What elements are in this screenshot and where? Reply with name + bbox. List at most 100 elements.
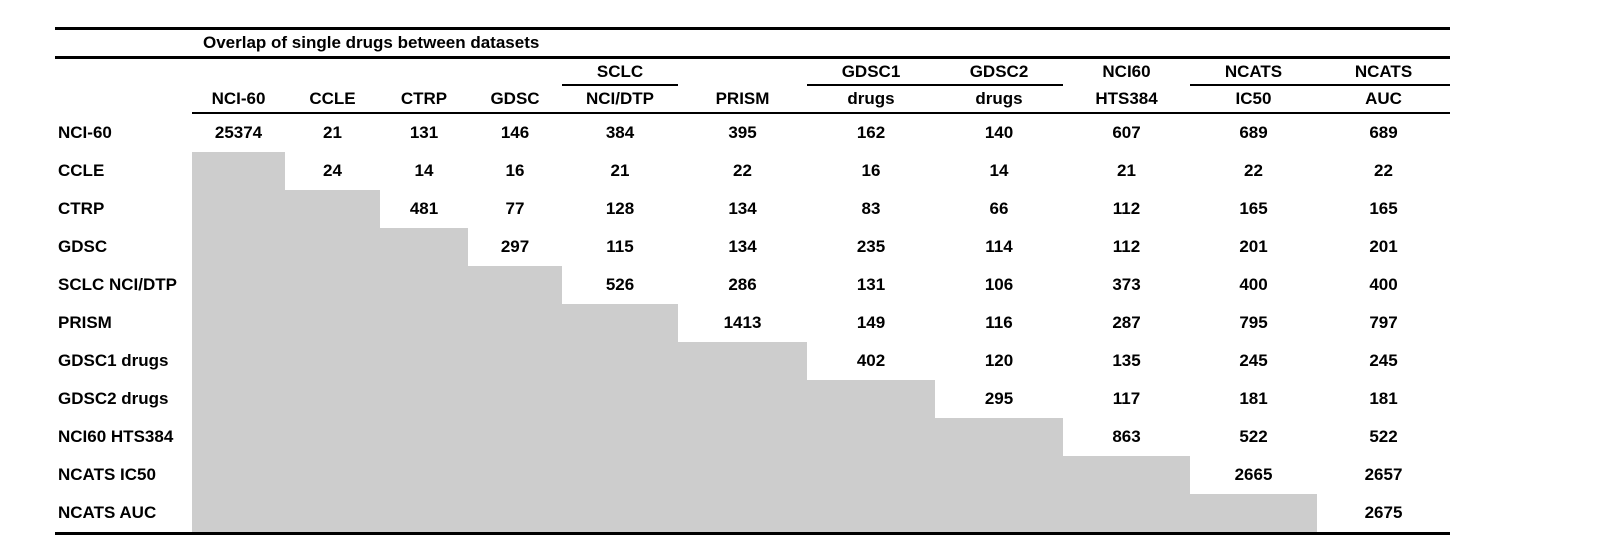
overlap-value-cell: 117 [1112, 389, 1141, 408]
col-header-gdsc: GDSC [468, 85, 562, 114]
shaded-cell [380, 228, 468, 266]
shaded-cell [380, 494, 468, 535]
shaded-cell [1190, 494, 1317, 535]
header-spacer [55, 85, 192, 113]
overlap-value-cell: 128 [605, 199, 635, 218]
overlap-value-cell: 522 [1239, 427, 1268, 446]
col-header-ccle: CCLE [285, 85, 380, 114]
overlap-value-cell: 181 [1239, 389, 1268, 408]
shaded-cell [678, 342, 807, 380]
table-row-gdsc1-drugs: GDSC1 drugs 402 120 135 245 245 [55, 342, 1450, 380]
overlap-value-cell: 795 [1239, 313, 1268, 332]
col-header-hts384: HTS384 [1063, 85, 1190, 114]
overlap-value-cell: 131 [409, 123, 439, 142]
col-group-header-blank [285, 58, 380, 86]
row-label: NCI-60 [58, 122, 112, 142]
overlap-value-cell: 181 [1369, 389, 1398, 408]
shaded-cell [380, 456, 468, 494]
overlap-value-cell: 134 [728, 199, 757, 218]
row-label: CCLE [58, 161, 105, 180]
column-header-row: NCI-60 CCLE CTRP GDSC NCI/DTP PRISM drugs drugs… [55, 85, 1451, 114]
table-row-gdsc: GDSC 297 115 134 235 114 112 201 201 [55, 228, 1450, 266]
overlap-value-cell: 2657 [1364, 465, 1403, 484]
overlap-value-cell: 162 [856, 123, 886, 142]
shaded-cell [678, 418, 807, 456]
shaded-cell [285, 266, 380, 304]
table-row-ncats-auc: NCATS AUC 2675 [55, 494, 1451, 535]
row-label: NCATS AUC [55, 494, 192, 535]
row-label: GDSC2 drugs [58, 389, 169, 408]
shaded-cell [285, 342, 380, 380]
row-label: PRISM [58, 313, 112, 332]
row-label: SCLC NCI/DTP [58, 275, 177, 294]
shaded-cell [285, 304, 380, 342]
overlap-value-cell: 25374 [214, 123, 263, 142]
table-title: Overlap of single drugs between datasets [55, 27, 1451, 59]
shaded-cell [192, 152, 285, 190]
overlap-value-cell: 16 [861, 161, 881, 180]
shaded-cell [935, 418, 1063, 456]
overlap-value-cell: 286 [728, 275, 757, 294]
shaded-cell [380, 304, 468, 342]
shaded-cell [807, 494, 935, 535]
col-header-ctrp: CTRP [380, 85, 468, 114]
overlap-value-cell: 201 [1239, 237, 1268, 256]
shaded-cell [468, 380, 562, 418]
overlap-value-cell: 116 [985, 313, 1013, 332]
overlap-value-cell: 689 [1239, 123, 1268, 142]
col-header-auc: AUC [1317, 85, 1451, 114]
shaded-cell [807, 380, 935, 418]
shaded-cell [192, 190, 285, 228]
overlap-value-cell: 22 [1374, 161, 1393, 180]
col-group-header-blank [380, 58, 468, 86]
row-label: NCI60 HTS384 [58, 427, 174, 446]
overlap-value-cell: 1413 [723, 313, 762, 332]
overlap-value-cell: 21 [323, 123, 342, 142]
shaded-cell [468, 266, 562, 304]
table-row-ctrp: CTRP 481 77 128 134 83 66 112 165 165 [55, 190, 1450, 228]
table-row-sclc-nci-dtp: SCLC NCI/DTP 526 286 131 106 373 400 400 [55, 266, 1450, 304]
shaded-cell [935, 494, 1063, 535]
overlap-value-cell: 106 [984, 275, 1014, 294]
shaded-cell [562, 342, 678, 380]
overlap-value-cell: 245 [1369, 351, 1398, 370]
overlap-value-cell: 14 [414, 161, 434, 180]
overlap-value-cell: 245 [1239, 351, 1268, 370]
matrix-body: NCI-60 25374 21 131 146 384 395 162 140 607 689 689… [55, 113, 1451, 535]
col-group-header-gdsc1: GDSC1 [807, 57, 935, 86]
overlap-value-cell: 114 [985, 237, 1013, 256]
overlap-value-cell: 165 [1369, 199, 1398, 218]
column-group-header-row: SCLC GDSC1 GDSC2 NCI60 NCATS NCATS [55, 57, 1451, 86]
shaded-cell [192, 342, 285, 380]
shaded-cell [468, 456, 562, 494]
overlap-value-cell: 373 [1112, 275, 1141, 294]
col-header-drugs: drugs [807, 85, 935, 114]
col-group-header-ncats: NCATS [1317, 57, 1451, 86]
overlap-value-cell: 400 [1239, 275, 1268, 294]
shaded-cell [285, 380, 380, 418]
overlap-value-cell: 797 [1369, 313, 1398, 332]
overlap-value-cell: 522 [1369, 427, 1398, 446]
shaded-cell [468, 304, 562, 342]
shaded-cell [285, 228, 380, 266]
shaded-cell [935, 456, 1063, 494]
overlap-value-cell: 481 [409, 199, 439, 218]
shaded-cell [1063, 494, 1190, 535]
overlap-value-cell: 2675 [1317, 494, 1451, 535]
col-header-drugs: drugs [935, 85, 1063, 114]
shaded-cell [285, 190, 380, 228]
table-row-ncats-ic50: NCATS IC50 2665 2657 [55, 456, 1450, 494]
shaded-cell [380, 342, 468, 380]
shaded-cell [807, 456, 935, 494]
shaded-cell [192, 304, 285, 342]
overlap-value-cell: 287 [1112, 313, 1141, 332]
overlap-value-cell: 22 [733, 161, 752, 180]
overlap-value-cell: 297 [500, 237, 530, 256]
row-label: CTRP [58, 199, 105, 218]
overlap-value-cell: 135 [1112, 351, 1141, 370]
shaded-cell [678, 380, 807, 418]
overlap-value-cell: 140 [984, 123, 1014, 142]
overlap-value-cell: 21 [610, 161, 630, 180]
overlap-value-cell: 201 [1369, 237, 1398, 256]
overlap-value-cell: 689 [1369, 123, 1398, 142]
